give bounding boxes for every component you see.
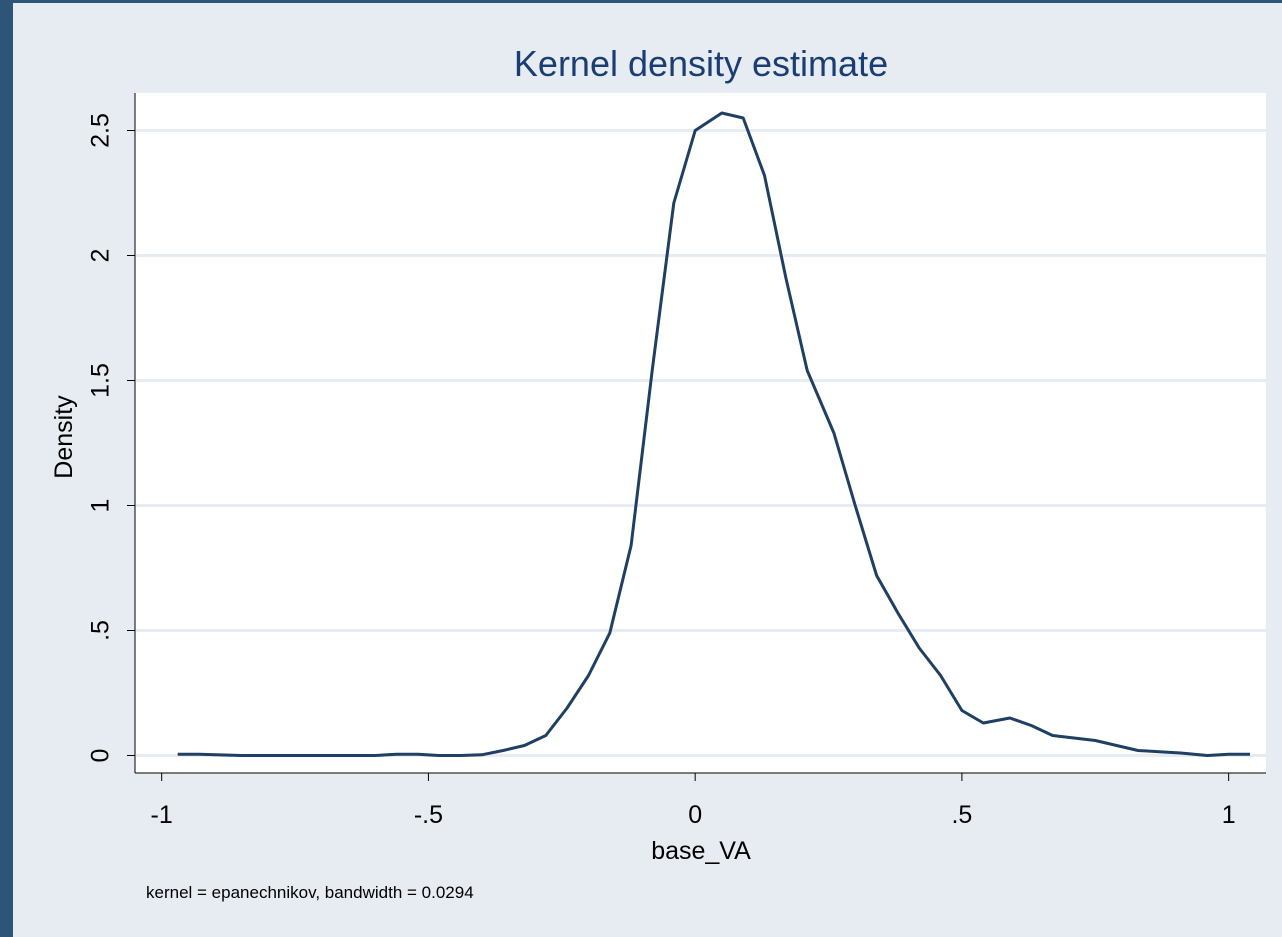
y-tick-label: 2 <box>87 249 115 263</box>
y-tick-label: 1 <box>87 499 115 513</box>
top-border <box>0 0 1282 3</box>
y-axis-ticks: 0 .5 1 1.5 2 2.5 <box>87 113 135 762</box>
x-tick-label: 1 <box>1222 801 1236 829</box>
x-tick-label: 0 <box>688 801 702 829</box>
x-tick-label: -.5 <box>414 801 443 829</box>
x-axis-title: base_VA <box>651 837 751 865</box>
y-tick-label: 2.5 <box>87 113 115 148</box>
density-curve <box>177 111 1250 757</box>
x-tick-label: .5 <box>951 801 972 829</box>
chart-title: Kernel density estimate <box>514 43 888 84</box>
y-tick-label: 0 <box>87 749 115 763</box>
kernel-note: kernel = epanechnikov, bandwidth = 0.029… <box>146 883 474 902</box>
y-axis-title: Density <box>50 395 78 479</box>
y-tick-label: 1.5 <box>87 363 115 398</box>
plot-area <box>135 93 1266 773</box>
left-border <box>0 0 13 937</box>
y-tick-label: .5 <box>87 620 115 641</box>
x-tick-label: -1 <box>151 801 173 829</box>
x-axis-ticks: -1 -.5 0 .5 1 <box>151 773 1236 829</box>
